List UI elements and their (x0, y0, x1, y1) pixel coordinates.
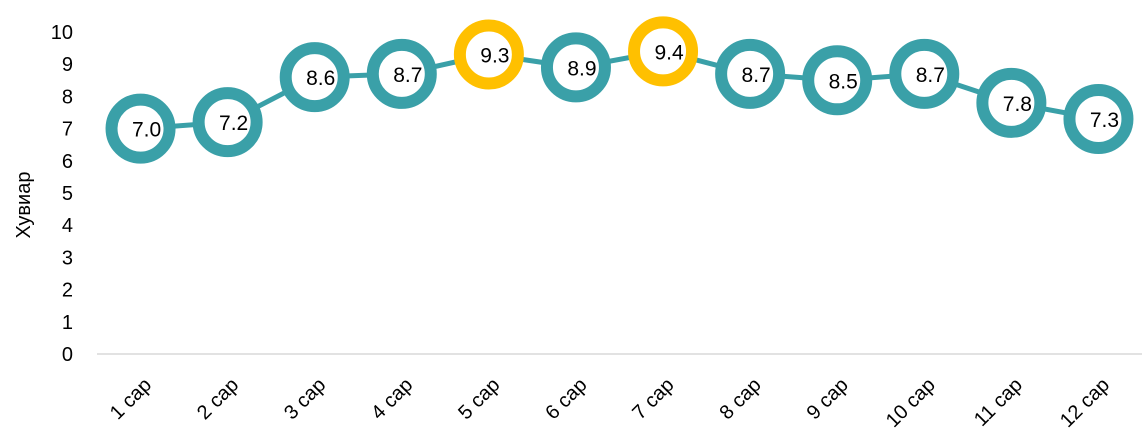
data-label: 8.7 (916, 64, 945, 87)
y-tick-label: 4 (62, 215, 73, 237)
x-tick-label: 8 сар (716, 374, 766, 424)
data-point (540, 32, 611, 103)
data-label: 8.7 (393, 64, 422, 87)
data-label: 8.9 (567, 57, 596, 80)
data-markers (105, 16, 1134, 164)
x-tick-label: 9 сар (803, 374, 853, 424)
data-point-highlighted (628, 16, 699, 87)
y-tick-label: 8 (62, 86, 73, 108)
x-axis: 1 сар 2 сар 3 сар 4 сар 5 сар 6 сар 7 сар 8 сар… (106, 374, 1114, 432)
y-tick-label: 9 (62, 54, 73, 76)
data-point (715, 38, 786, 109)
data-point (976, 67, 1047, 138)
x-tick-label: 12 сар (1056, 374, 1114, 432)
y-tick-label: 10 (51, 22, 73, 44)
data-label: 8.5 (829, 70, 858, 93)
data-point-highlighted (453, 19, 524, 90)
data-label: 7.2 (219, 112, 248, 135)
x-tick-label: 2 сар (193, 374, 243, 424)
x-tick-label: 10 сар (882, 374, 940, 432)
y-tick-label: 6 (62, 151, 73, 173)
x-tick-label: 3 сар (280, 374, 330, 424)
data-label: 7.8 (1003, 93, 1032, 116)
data-labels: 7.0 7.2 8.6 8.7 9.3 8.9 9.4 8.7 8.5 8.7 7.8 7.3 (132, 41, 1119, 141)
data-point (105, 93, 176, 164)
y-axis-label: Хувиар (13, 172, 35, 239)
data-label: 7.0 (132, 119, 161, 142)
y-tick-label: 3 (62, 247, 73, 269)
data-point (366, 38, 437, 109)
x-tick-label: 1 сар (106, 374, 156, 424)
y-tick-label: 1 (62, 312, 73, 334)
data-label: 9.4 (654, 41, 684, 64)
data-label: 8.6 (306, 67, 335, 90)
y-tick-label: 2 (62, 280, 73, 302)
x-tick-label: 6 сар (541, 374, 591, 424)
data-label: 8.7 (742, 64, 771, 87)
y-tick-label: 7 (62, 119, 73, 141)
y-axis: 0 1 2 3 4 5 6 7 8 9 10 (51, 22, 73, 366)
x-tick-label: 7 сар (628, 374, 678, 424)
x-tick-label: 5 сар (454, 374, 504, 424)
y-tick-label: 0 (62, 344, 73, 366)
data-point (192, 87, 263, 158)
data-point (889, 38, 960, 109)
x-tick-label: 4 сар (367, 374, 417, 424)
data-point (279, 42, 350, 113)
data-point (802, 45, 873, 116)
data-point (1063, 83, 1134, 154)
x-tick-label: 11 сар (970, 374, 1027, 431)
y-tick-label: 5 (62, 183, 73, 205)
data-label: 9.3 (480, 45, 509, 68)
data-label: 7.3 (1090, 109, 1119, 132)
